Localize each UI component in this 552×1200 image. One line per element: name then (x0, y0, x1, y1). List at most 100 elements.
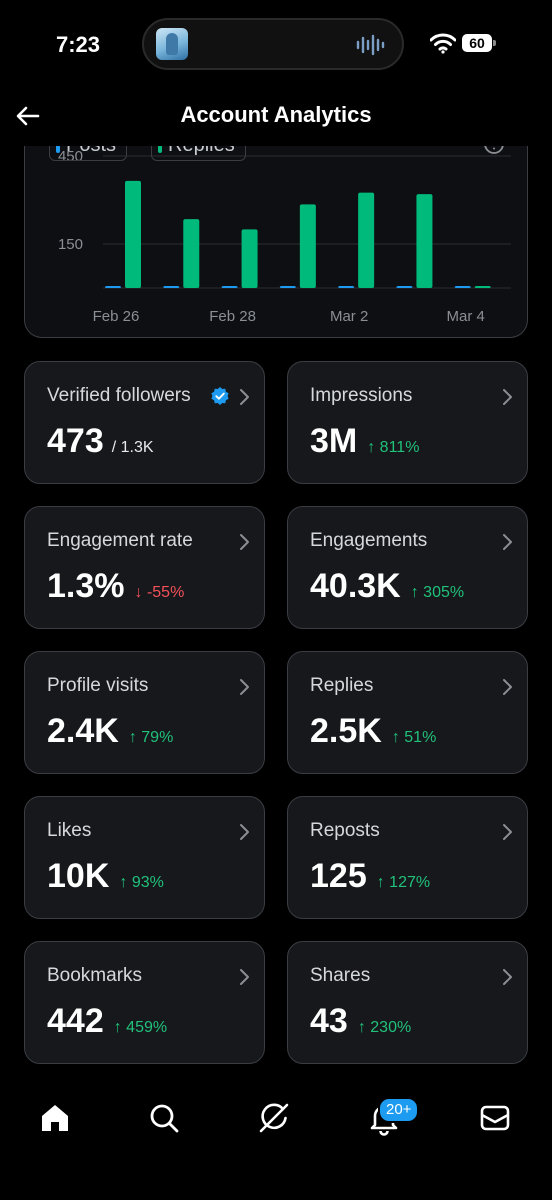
stat-number: 1.3% (47, 567, 125, 605)
stat-card-reposts[interactable]: Reposts 125 ↑ 127% (287, 796, 528, 919)
stat-value: 1.3% ↓ -55% (47, 567, 184, 606)
stat-label: Reposts (310, 820, 380, 841)
stat-change: ↑ 93% (119, 874, 164, 891)
page-title: Account Analytics (180, 102, 372, 127)
stat-label: Verified followers (47, 385, 191, 406)
stat-label: Profile visits (47, 675, 149, 696)
messages-icon[interactable] (477, 1100, 513, 1136)
stat-number: 2.5K (310, 712, 382, 750)
bar-posts-feb-27[interactable] (163, 286, 180, 288)
home-icon[interactable] (37, 1100, 73, 1136)
x-tick-label: Mar 4 (447, 308, 485, 325)
legend-swatch-posts (56, 139, 60, 153)
page-header: Account Analytics (0, 92, 552, 144)
stat-label: Impressions (310, 385, 413, 406)
y-tick-label: 150 (58, 236, 83, 253)
stat-card-bookmarks[interactable]: Bookmarks 442 ↑ 459% (24, 941, 265, 1064)
stat-card-impressions[interactable]: Impressions 3M ↑ 811% (287, 361, 528, 484)
bar-replies-mar-2[interactable] (358, 192, 375, 288)
stat-value: 40.3K ↑ 305% (310, 567, 464, 606)
stat-label: Bookmarks (47, 965, 143, 986)
stat-value: 442 ↑ 459% (47, 1002, 167, 1041)
dynamic-island[interactable] (142, 18, 404, 70)
stat-number: 40.3K (310, 567, 401, 605)
bar-posts-feb-26[interactable] (105, 286, 121, 288)
notifications-badge: 20+ (378, 1097, 420, 1123)
battery-indicator: 60 (462, 34, 496, 52)
stat-change: ↑ 79% (128, 729, 174, 746)
bar-replies-mar-4[interactable] (474, 286, 491, 288)
chevron-right-icon (240, 679, 249, 695)
stat-value: 2.5K ↑ 51% (310, 712, 436, 751)
stat-label: Engagements (310, 530, 428, 551)
bar-posts-mar-2[interactable] (338, 286, 355, 288)
stat-change: ↑ 127% (376, 874, 431, 891)
stat-label: Likes (47, 820, 92, 841)
stat-value: 10K ↑ 93% (47, 857, 164, 896)
x-tick-label: Mar 2 (330, 308, 368, 325)
stat-number: 3M (310, 422, 358, 460)
search-icon[interactable] (146, 1100, 182, 1136)
stat-number: 125 (310, 857, 367, 895)
chevron-right-icon (503, 534, 512, 550)
bar-posts-feb-28[interactable] (221, 286, 238, 288)
grok-icon[interactable] (256, 1100, 292, 1136)
stat-change: ↑ 811% (367, 439, 420, 456)
stat-change: ↑ 305% (410, 584, 465, 601)
now-playing-artwork (156, 28, 188, 60)
stat-card-profile-visits[interactable]: Profile visits 2.4K ↑ 79% (24, 651, 265, 774)
stat-card-verified-followers[interactable]: Verified followers 473 / 1.3K (24, 361, 265, 484)
stat-number: 442 (47, 1002, 104, 1040)
wifi-icon (430, 33, 456, 54)
stat-number: 10K (47, 857, 110, 895)
stat-value: 2.4K ↑ 79% (47, 712, 173, 751)
stat-number: 43 (310, 1002, 348, 1040)
stat-card-engagement-rate[interactable]: Engagement rate 1.3% ↓ -55% (24, 506, 265, 629)
back-arrow-icon[interactable] (12, 100, 44, 132)
status-bar: 7:23 60 (0, 0, 552, 90)
bar-replies-mar-3[interactable] (416, 194, 433, 288)
verified-badge-icon (211, 387, 229, 405)
bar-replies-mar-1[interactable] (299, 204, 316, 288)
chevron-right-icon (503, 969, 512, 985)
bar-posts-mar-1[interactable] (279, 286, 296, 288)
stat-value: 43 ↑ 230% (310, 1002, 411, 1041)
x-tick-label: Feb 26 (93, 308, 140, 325)
stat-card-likes[interactable]: Likes 10K ↑ 93% (24, 796, 265, 919)
stat-number: 2.4K (47, 712, 119, 750)
chevron-right-icon (240, 824, 249, 840)
stat-label: Replies (310, 675, 374, 696)
bar-posts-mar-4[interactable] (454, 286, 471, 288)
stat-label: Engagement rate (47, 530, 193, 551)
x-tick-label: Feb 28 (209, 308, 256, 325)
bar-replies-feb-26[interactable] (125, 180, 141, 288)
chevron-right-icon (240, 534, 249, 550)
stat-value: 125 ↑ 127% (310, 857, 430, 896)
stat-card-engagements[interactable]: Engagements 40.3K ↑ 305% (287, 506, 528, 629)
stat-number: 473 (47, 422, 104, 460)
stat-change: ↑ 230% (357, 1019, 412, 1036)
bar-replies-feb-28[interactable] (241, 229, 258, 288)
chevron-right-icon (240, 969, 249, 985)
chevron-right-icon (240, 389, 249, 405)
bar-posts-mar-3[interactable] (396, 286, 413, 288)
stat-card-shares[interactable]: Shares 43 ↑ 230% (287, 941, 528, 1064)
stat-change: ↑ 51% (391, 729, 437, 746)
stat-total: / 1.3K (111, 439, 154, 456)
chevron-right-icon (503, 679, 512, 695)
bar-replies-feb-27[interactable] (183, 219, 200, 288)
stat-change: ↓ -55% (134, 584, 185, 601)
stat-card-replies[interactable]: Replies 2.5K ↑ 51% (287, 651, 528, 774)
audio-waveform-icon (356, 34, 385, 56)
status-time: 7:23 (56, 32, 101, 57)
legend-swatch-replies (158, 139, 162, 153)
stat-label: Shares (310, 965, 371, 986)
stat-value: 3M ↑ 811% (310, 422, 419, 461)
bottom-nav (0, 1080, 552, 1160)
chevron-right-icon (503, 824, 512, 840)
chevron-right-icon (503, 389, 512, 405)
stat-value: 473 / 1.3K (47, 422, 154, 461)
stat-change: ↑ 459% (113, 1019, 168, 1036)
